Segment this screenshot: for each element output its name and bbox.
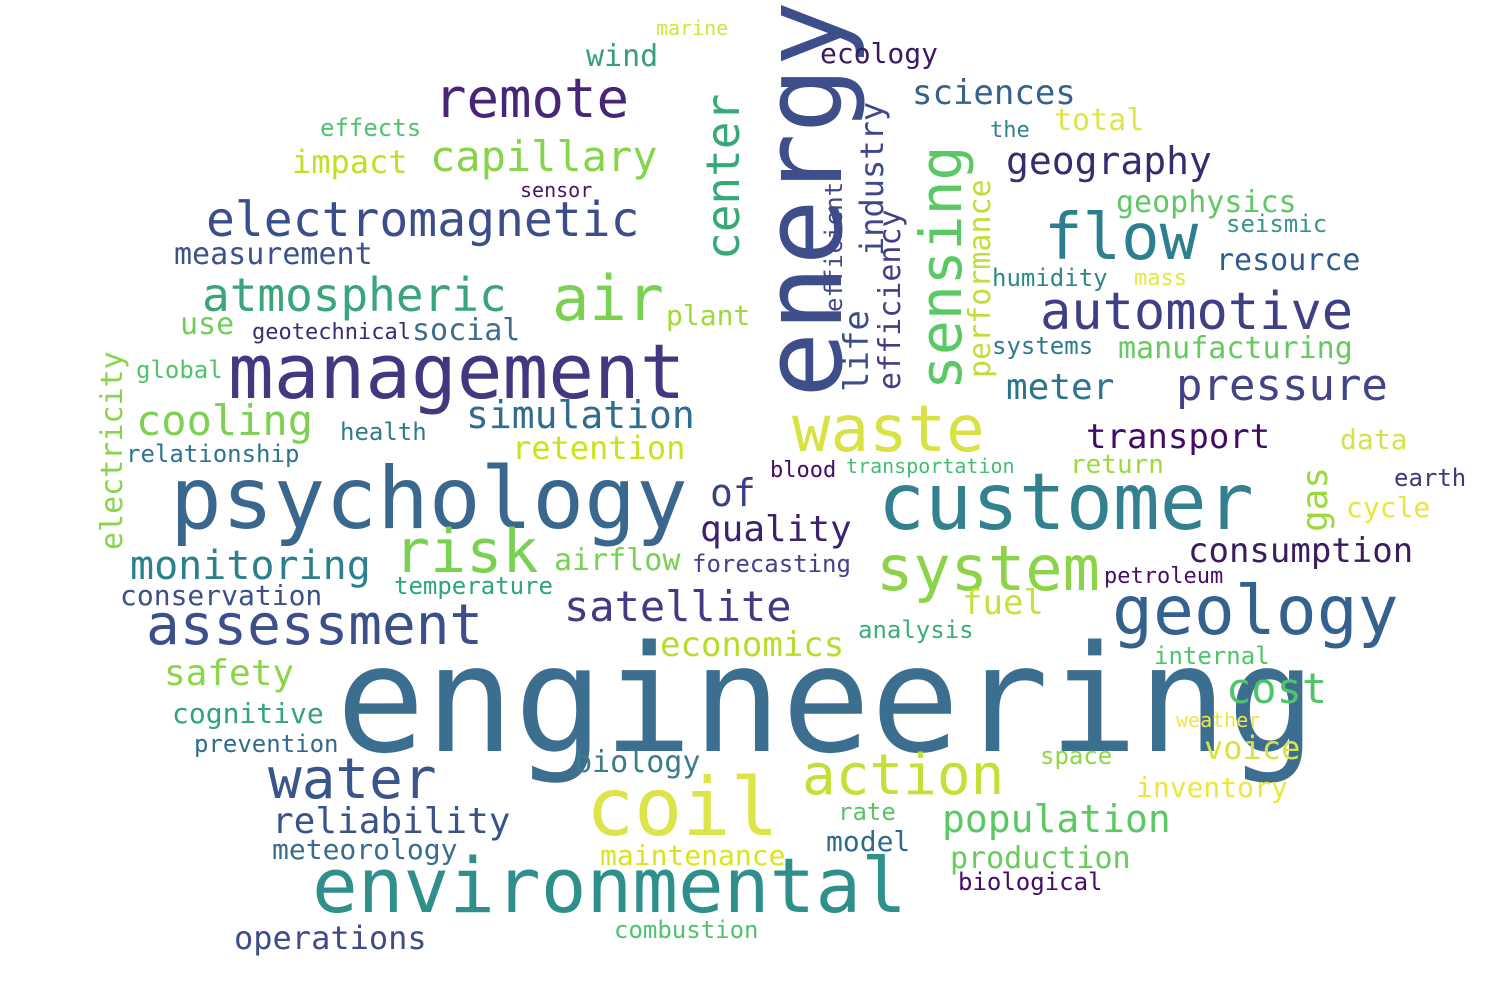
word-coil: coil [586,761,779,854]
word-efficiency: efficiency [873,209,908,390]
word-return: return [1070,450,1164,480]
word-management: management [228,327,686,416]
word-use: use [180,307,235,342]
word-transportation: transportation [846,454,1015,478]
word-remote: remote [434,67,630,130]
word-temperature: temperature [394,572,553,600]
word-model: model [826,825,911,858]
word-relationship: relationship [126,440,300,468]
word-capillary: capillary [430,132,658,181]
word-resource: resource [1216,243,1361,278]
word-operations: operations [234,919,427,957]
word-analysis: analysis [858,616,974,644]
word-assessment: assessment [146,593,484,658]
word-ecology: ecology [820,37,939,70]
word-marine: marine [656,16,729,40]
word-reliability: reliability [272,801,511,842]
word-economics: economics [660,625,845,665]
word-efficient: efficient [820,181,848,312]
word-center: center [696,93,750,260]
word-sciences: sciences [912,73,1076,113]
word-social: social [412,313,521,348]
word-fuel: fuel [962,583,1044,623]
word-atmospheric: atmospheric [202,268,507,322]
word-gas: gas [1295,466,1336,532]
word-electricity: electricity [95,351,130,550]
word-manufacturing: manufacturing [1118,331,1353,366]
word-effects: effects [320,114,422,142]
word-airflow: airflow [554,543,681,578]
word-of: of [710,471,756,515]
word-monitoring: monitoring [130,543,371,589]
word-space: space [1040,742,1113,770]
word-geology: geology [1112,572,1399,651]
word-safety: safety [164,653,295,694]
word-voice: voice [1204,729,1301,767]
word-retention: retention [512,429,686,467]
word-risk: risk [394,517,539,587]
word-weather: weather [1176,708,1261,732]
word-life: life [837,310,877,392]
word-petroleum: petroleum [1104,564,1224,589]
word-combustion: combustion [614,916,759,944]
word-geotechnical: geotechnical [252,320,411,345]
word-consumption: consumption [1188,531,1414,571]
word-impact: impact [292,143,408,181]
word-sensor: sensor [520,178,593,202]
word-plant: plant [666,299,751,332]
word-simulation: simulation [466,393,695,437]
word-meter: meter [1006,367,1115,408]
word-action: action [802,743,1005,808]
word-water: water [268,747,437,812]
word-the: the [990,118,1030,143]
word-biology: biology [574,745,701,780]
word-cooling: cooling [136,396,314,445]
word-electromagnetic: electromagnetic [206,192,640,248]
word-measurement: measurement [174,237,373,272]
word-health: health [340,418,427,446]
word-conservation: conservation [120,579,323,612]
word-cognitive: cognitive [172,697,324,730]
word-pressure: pressure [1176,360,1388,411]
word-humidity: humidity [992,264,1108,292]
word-satellite: satellite [564,582,792,631]
word-geophysics: geophysics [1116,185,1297,220]
word-psychology: psychology [170,449,688,549]
word-blood: blood [770,458,837,483]
word-transport: transport [1086,417,1271,457]
word-systems: systems [992,332,1094,360]
word-global: global [136,356,223,384]
word-automotive: automotive [1040,282,1354,342]
word-mass: mass [1134,266,1187,291]
word-seismic: seismic [1226,210,1328,238]
word-forecasting: forecasting [692,550,851,578]
word-rate: rate [838,798,896,826]
word-biological: biological [958,868,1103,896]
word-meteorology: meteorology [272,833,458,866]
word-system: system [876,532,1100,605]
word-internal: internal [1154,642,1270,670]
word-total: total [1054,103,1145,138]
word-customer: customer [878,458,1254,548]
word-production: production [950,841,1131,876]
word-environmental: environmental [312,841,907,930]
word-maintenance: maintenance [600,839,786,872]
word-data: data [1340,423,1408,456]
word-waste: waste [792,393,985,467]
word-inventory: inventory [1136,771,1288,804]
word-flow: flow [1044,201,1199,275]
word-cost: cost [1226,664,1328,713]
word-sensing: sensing [907,145,975,390]
word-wind: wind [586,39,659,74]
word-cycle: cycle [1346,491,1431,524]
word-prevention: prevention [194,730,339,758]
word-population: population [942,797,1171,841]
word-air: air [552,262,664,335]
word-geography: geography [1006,139,1212,183]
word-quality: quality [700,509,852,550]
word-engineering: engineering [336,614,1317,786]
word-earth: earth [1394,464,1467,492]
